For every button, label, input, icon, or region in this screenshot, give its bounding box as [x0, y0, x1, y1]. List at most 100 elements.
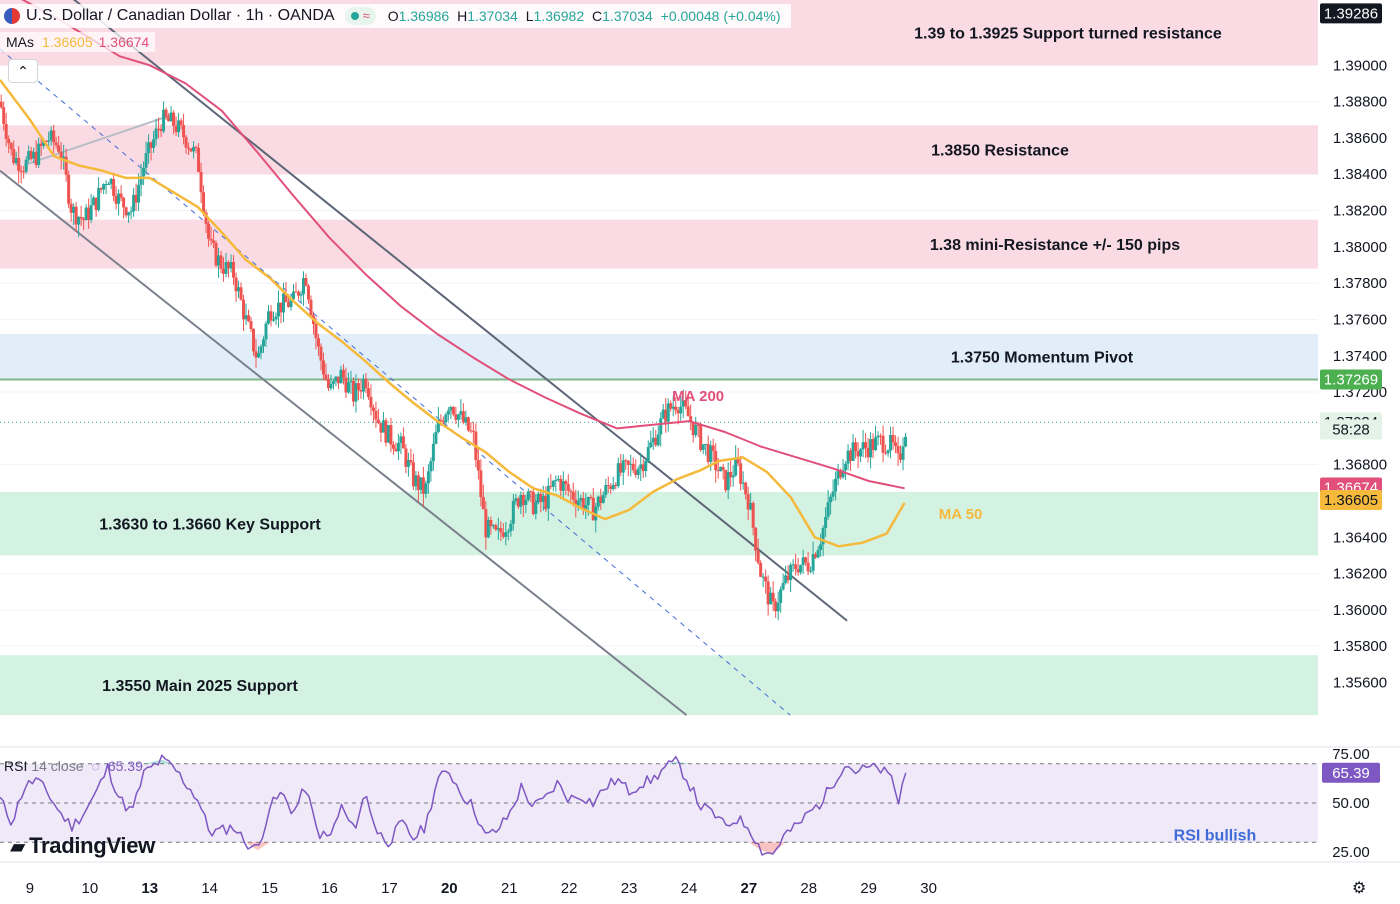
- candle-body: [252, 328, 256, 352]
- y-tick-label: 1.38400: [1333, 166, 1387, 183]
- zone-resistance: [0, 125, 1318, 175]
- price-label-bg: [1320, 369, 1382, 390]
- candle-body: [609, 486, 613, 490]
- candle-body: [876, 435, 880, 438]
- candle-body: [441, 420, 445, 423]
- candle-body: [324, 374, 328, 380]
- candle-body: [754, 527, 758, 551]
- candle-body: [376, 419, 380, 424]
- candle-body: [404, 448, 408, 467]
- candle-body: [526, 491, 530, 500]
- change-value: +0.00048 (+0.04%): [660, 8, 781, 24]
- candle-body: [689, 416, 693, 422]
- candle-body: [199, 171, 203, 193]
- candle-body: [764, 576, 768, 582]
- candle-body: [47, 140, 51, 142]
- candle-body: [107, 183, 111, 185]
- candle-body: [631, 463, 635, 471]
- candle-body: [626, 460, 630, 465]
- candle-body: [424, 483, 428, 494]
- rsi-legend[interactable]: RSI 14 close ◌ 65.39: [4, 756, 143, 776]
- candle-body: [851, 442, 855, 461]
- candle-body: [379, 423, 383, 433]
- candle-body: [184, 137, 188, 148]
- y-tick-label: 1.38800: [1333, 94, 1387, 111]
- candle-body: [54, 142, 58, 146]
- candle-body: [94, 197, 98, 210]
- candle-body: [209, 238, 213, 241]
- candle-body: [399, 436, 403, 443]
- candle-body: [586, 496, 590, 506]
- settings-gear-icon[interactable]: ⚙: [1352, 880, 1367, 897]
- market-status-pill[interactable]: ≈: [344, 7, 376, 25]
- candle-body: [721, 466, 725, 470]
- candle-body: [666, 403, 670, 422]
- candle-body: [386, 425, 390, 443]
- candle-body: [521, 494, 525, 505]
- rsi-value-label-bg: [1322, 762, 1380, 783]
- zone-support: [0, 655, 1318, 716]
- candle-body: [599, 496, 603, 504]
- candle-body: [879, 435, 883, 437]
- candle-body: [174, 125, 178, 133]
- candle-body: [636, 468, 640, 475]
- candle-body: [831, 491, 835, 497]
- candle-body: [17, 157, 21, 171]
- candle-body: [649, 442, 653, 448]
- candle-body: [536, 493, 540, 503]
- candle-body: [194, 146, 198, 149]
- candle-body: [826, 502, 830, 517]
- candle-body: [354, 383, 358, 402]
- candle-body: [401, 436, 405, 449]
- candle-body: [759, 562, 763, 577]
- candle-body: [814, 554, 818, 558]
- ma-label: MA 50: [939, 506, 983, 523]
- candle-body: [204, 212, 208, 224]
- candle-body: [614, 484, 618, 487]
- candle-body: [506, 531, 510, 533]
- candle-body: [229, 262, 233, 269]
- candle-body: [546, 485, 550, 509]
- candle-body: [744, 482, 748, 495]
- candle-body: [684, 400, 688, 407]
- candle-body: [891, 434, 895, 443]
- candle-body: [574, 499, 578, 506]
- candle-body: [202, 192, 206, 213]
- candle-body: [219, 255, 223, 269]
- candle-body: [854, 442, 858, 452]
- y-tick-label: 1.35600: [1333, 674, 1387, 691]
- candle-body: [74, 206, 78, 225]
- candle-body: [541, 495, 545, 503]
- candle-body: [309, 299, 313, 316]
- candle-body: [846, 450, 850, 464]
- candle-body: [154, 128, 158, 140]
- candle-body: [449, 406, 453, 411]
- candle-body: [127, 212, 131, 216]
- symbol-title[interactable]: U.S. Dollar / Canadian Dollar · 1h · OAN…: [26, 7, 335, 24]
- tradingview-logo[interactable]: ▰ TradingView: [10, 833, 155, 858]
- ma50-line: [0, 79, 906, 548]
- candle-body: [129, 211, 133, 213]
- candle-body: [244, 315, 248, 320]
- candle-body: [369, 396, 373, 408]
- candle-body: [601, 494, 605, 504]
- candle-body: [37, 143, 41, 165]
- candle-body: [654, 437, 658, 446]
- rsi-settings-icon[interactable]: ◌: [91, 758, 100, 774]
- candle-body: [2, 107, 6, 125]
- candle-body: [344, 377, 348, 393]
- candle-body: [559, 478, 563, 491]
- ma-legend[interactable]: MAs 1.36605 1.36674: [0, 32, 156, 52]
- candle-body: [242, 299, 246, 320]
- candle-body: [331, 381, 335, 384]
- candle-body: [531, 491, 535, 514]
- y-tick-label: 1.36000: [1333, 602, 1387, 619]
- candle-body: [699, 425, 703, 450]
- candle-body: [634, 470, 638, 475]
- rsi-overbought-fill: [664, 761, 677, 764]
- candle-body: [237, 287, 241, 292]
- candle-body: [67, 174, 71, 204]
- collapse-legend-button[interactable]: ⌃: [8, 59, 38, 83]
- y-tick-label: 1.39000: [1333, 57, 1387, 74]
